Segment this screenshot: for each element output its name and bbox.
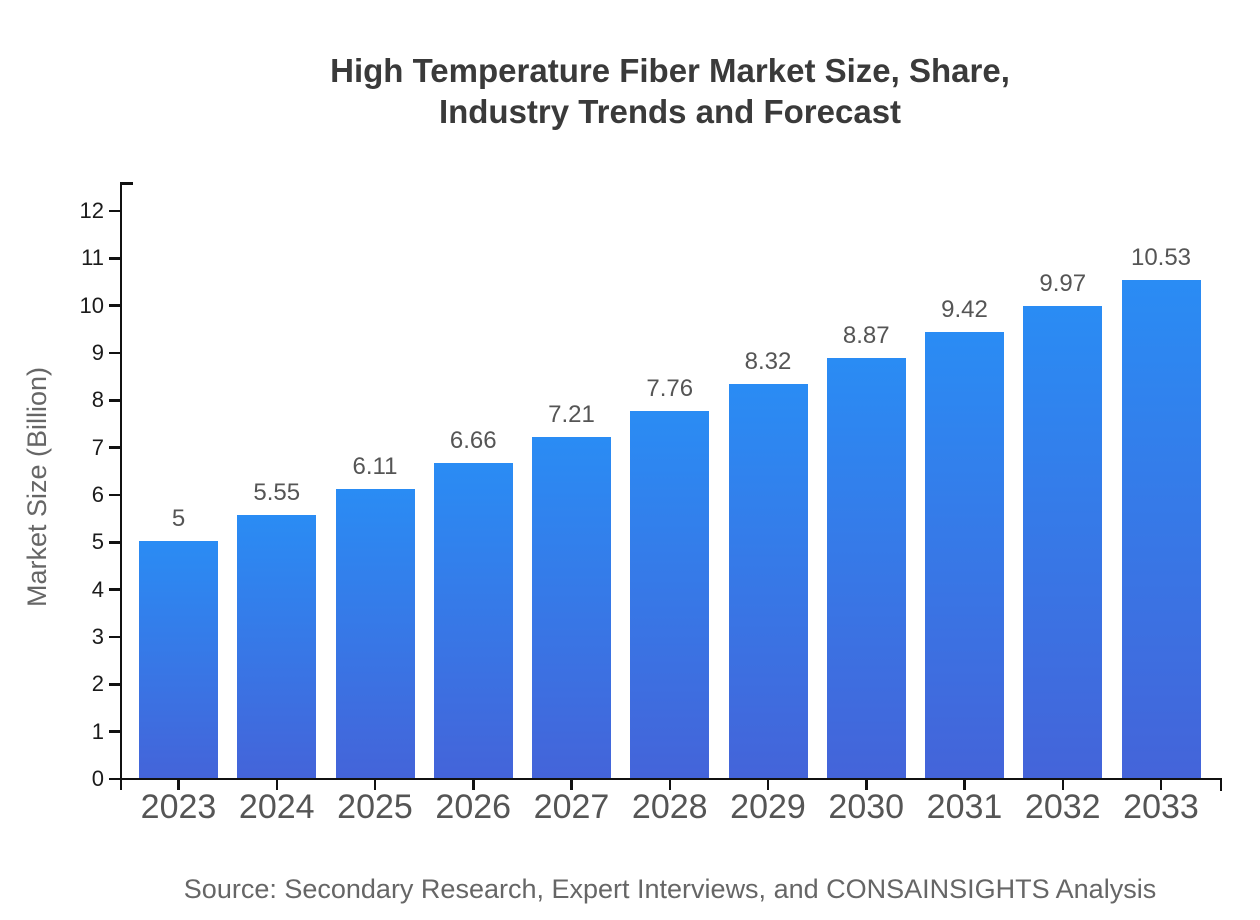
y-tick-label: 5 — [91, 529, 104, 555]
x-tick-label-year: 2028 — [631, 788, 708, 826]
bar-value-label: 6.66 — [449, 426, 497, 454]
y-tick-label: 8 — [91, 387, 104, 413]
x-tick-label-year: 2024 — [238, 788, 315, 826]
y-tick — [109, 257, 121, 260]
x-tick-label-year: 2027 — [533, 788, 610, 826]
bar — [532, 436, 611, 778]
y-tick-label: 0 — [91, 766, 104, 791]
y-tick-label: 10 — [79, 292, 104, 318]
x-tick — [275, 777, 278, 790]
y-tick — [109, 730, 121, 733]
chart-title-line-2: Industry Trends and Forecast — [438, 93, 902, 130]
y-tick — [109, 588, 121, 591]
bar-value-label: 7.76 — [646, 374, 694, 402]
bar — [335, 488, 415, 778]
y-tick-label: 9 — [91, 340, 104, 366]
y-tick-label: 1 — [91, 718, 104, 744]
x-axis-end-cap — [1219, 777, 1222, 791]
bar — [1121, 279, 1201, 778]
y-tick — [109, 446, 121, 449]
y-tick — [109, 683, 121, 686]
chart-title: High Temperature Fiber Market Size, Shar… — [80, 50, 1260, 132]
bar — [925, 332, 1004, 778]
y-tick — [109, 351, 121, 355]
y-tick-label: 12 — [79, 198, 104, 224]
x-tick-label-year: 2030 — [828, 788, 905, 826]
bar-value-label: 7.21 — [548, 400, 595, 428]
y-tick — [109, 209, 121, 213]
y-tick-label: 7 — [91, 434, 104, 460]
bar — [1023, 306, 1103, 778]
y-axis-end-cap — [119, 182, 133, 185]
y-tick-label: 11 — [81, 245, 104, 271]
x-tick-label-year: 2025 — [337, 788, 413, 826]
bar-value-label: 9.42 — [941, 296, 988, 324]
bar-value-label: 10.53 — [1130, 243, 1192, 271]
x-tick-label-year: 2032 — [1024, 788, 1101, 826]
x-tick — [472, 777, 475, 790]
x-tick — [373, 777, 377, 790]
y-tick-label: 6 — [91, 482, 104, 508]
y-tick — [109, 541, 121, 544]
x-tick-label-year: 2026 — [435, 788, 512, 826]
y-tick — [109, 635, 121, 639]
bar-value-label: 8.87 — [842, 322, 890, 350]
y-tick-label: 2 — [91, 671, 104, 697]
x-tick-label-year: 2033 — [1123, 788, 1199, 826]
y-tick — [109, 399, 121, 402]
bar — [237, 515, 317, 778]
bar-value-label: 8.32 — [744, 348, 792, 376]
y-tick — [109, 304, 121, 307]
bar — [630, 410, 710, 778]
bar-value-label: 9.97 — [1039, 270, 1087, 298]
bar — [433, 462, 513, 778]
y-tick — [109, 493, 121, 497]
bar — [728, 384, 808, 778]
x-tick-label-year: 2031 — [926, 788, 1003, 826]
chart-title-line-1: High Temperature Fiber Market Size, Shar… — [330, 52, 1010, 89]
x-tick — [570, 777, 573, 790]
x-tick — [1159, 777, 1163, 790]
bar-value-label: 6.11 — [352, 452, 398, 480]
x-tick — [766, 777, 770, 790]
x-tick — [668, 777, 671, 790]
x-tick — [963, 777, 966, 790]
source-note: Source: Secondary Research, Expert Inter… — [183, 874, 1157, 904]
y-tick — [109, 777, 121, 781]
y-tick-label: 4 — [91, 576, 104, 602]
x-tick — [865, 777, 868, 790]
x-tick — [177, 777, 180, 790]
bar — [826, 358, 906, 778]
y-axis-line — [119, 182, 122, 790]
bar — [139, 541, 218, 778]
x-tick-label-year: 2023 — [140, 788, 217, 826]
bar-value-label: 5.55 — [253, 479, 301, 507]
x-tick-label-year: 2029 — [730, 788, 806, 826]
x-tick — [1061, 777, 1064, 790]
bar-value-label: 5 — [171, 505, 186, 533]
y-tick-label: 3 — [91, 624, 104, 649]
